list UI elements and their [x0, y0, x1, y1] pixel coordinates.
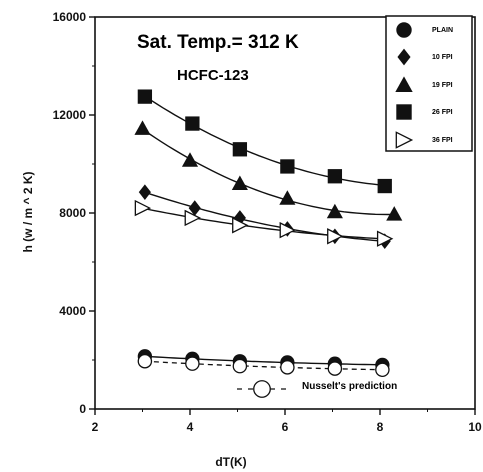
y-tick-label: 16000 [53, 10, 87, 24]
legend: PLAIN 10 FPI 19 FPI 26 FPI 36 FPI [385, 15, 473, 152]
data-point-series-3 [327, 169, 343, 184]
legend-label-plain: PLAIN [432, 27, 453, 34]
fit-curve-3 [144, 95, 385, 186]
data-point-series-1 [188, 200, 201, 216]
x-tick-label: 6 [282, 420, 289, 434]
data-point-series-2 [181, 152, 199, 167]
fit-curve-0 [144, 355, 383, 366]
fit-curve-4 [142, 207, 385, 240]
data-point-series-4 [232, 217, 249, 234]
data-marks [134, 89, 403, 378]
data-point-series-4 [134, 199, 152, 217]
legend-label-19fpi: 19 FPI [432, 82, 453, 89]
x-tick-label: 4 [187, 420, 194, 434]
legend-marker-series-4 [395, 131, 414, 149]
axes: 2 4 6 8 10 0 4000 8000 12000 16000 [53, 10, 482, 434]
data-point-series-3 [185, 116, 200, 131]
y-tick-label: 0 [79, 402, 86, 416]
data-point-nusselt [137, 353, 153, 369]
chart-title: Sat. Temp.= 312 K [137, 32, 299, 53]
chart-subtitle: HCFC-123 [177, 67, 249, 84]
data-point-series-3 [280, 159, 295, 174]
data-point-series-4 [279, 221, 296, 239]
data-point-nusselt [327, 361, 343, 376]
nusselt-legend: Nusselt's prediction [237, 380, 397, 398]
x-tick-label: 2 [92, 420, 99, 434]
legend-box [385, 15, 473, 152]
legend-marker-series-0 [396, 22, 412, 38]
data-point-nusselt [232, 358, 248, 374]
legend-marker-series-1 [397, 48, 411, 66]
data-point-series-4 [376, 230, 394, 247]
data-point-series-2 [231, 175, 248, 191]
legend-label-36fpi: 36 FPI [432, 137, 453, 144]
data-point-series-2 [386, 206, 403, 221]
nusselt-legend-marker [253, 380, 271, 398]
legend-label-26fpi: 26 FPI [432, 109, 453, 116]
x-tick-label: 10 [468, 420, 482, 434]
data-point-series-1 [138, 184, 151, 200]
legend-marker-series-3 [396, 104, 412, 120]
x-axis-title: dT(K) [215, 455, 246, 469]
data-point-series-3 [137, 89, 153, 104]
x-tick-label: 8 [377, 420, 384, 434]
data-point-series-4 [327, 228, 344, 245]
nusselt-legend-label: Nusselt's prediction [302, 381, 397, 392]
fit-curves [142, 95, 395, 371]
data-point-nusselt [280, 360, 295, 375]
data-point-series-3 [377, 178, 392, 194]
y-tick-label: 4000 [59, 304, 86, 318]
data-point-series-4 [184, 209, 201, 227]
y-tick-label: 8000 [59, 206, 86, 220]
fit-curve-1 [144, 191, 385, 242]
legend-label-10fpi: 10 FPI [432, 54, 453, 61]
fit-curve-2 [142, 128, 395, 216]
data-point-series-3 [232, 142, 248, 157]
y-tick-label: 12000 [53, 108, 87, 122]
nusselt-curve [144, 360, 383, 371]
data-point-series-2 [134, 120, 151, 135]
data-point-nusselt [185, 356, 200, 371]
data-point-series-2 [279, 190, 296, 205]
legend-marker-series-2 [395, 76, 413, 92]
data-point-nusselt [375, 362, 390, 378]
data-point-series-2 [326, 203, 343, 219]
y-axis-title: h (w / m ^ 2 K) [21, 171, 35, 252]
